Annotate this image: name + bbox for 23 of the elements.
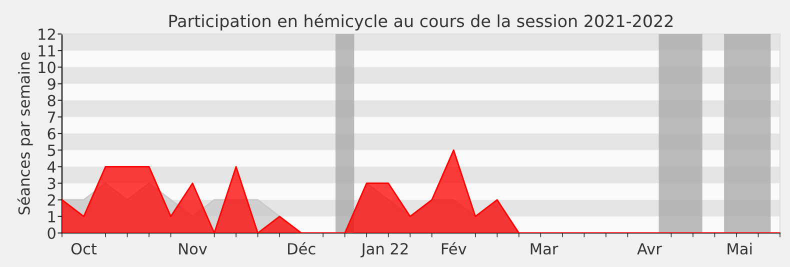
y-tick-label: 4 xyxy=(47,161,56,172)
y-tick-label: 2 xyxy=(48,194,55,206)
y-tick-label: 6 xyxy=(48,128,56,140)
x-tick-label: Déc xyxy=(288,242,316,255)
y-tick-label: 5 xyxy=(48,144,56,156)
y-tick-label: 10 xyxy=(38,62,56,74)
x-tick-label: Nov xyxy=(179,243,207,255)
y-tick-label: 7 xyxy=(48,112,56,123)
x-tick-label: Jan 22 xyxy=(360,242,408,258)
y-tick-label: 1 xyxy=(48,211,56,222)
x-tick-label: Avr xyxy=(637,243,662,254)
x-tick-label: Mar xyxy=(530,243,558,255)
y-tick-label: 8 xyxy=(48,94,56,106)
x-tick-label: Oct xyxy=(71,242,97,255)
y-tick-label: 3 xyxy=(48,178,56,190)
x-tick-label: Fév xyxy=(442,242,466,255)
y-axis-title: Séances par semaine xyxy=(17,52,33,214)
y-tick-label: 12 xyxy=(38,28,55,40)
y-tick-label: 0 xyxy=(48,227,56,240)
y-tick-label: 11 xyxy=(38,45,56,56)
x-tick-label: Mai xyxy=(728,242,752,255)
y-tick-label: 9 xyxy=(48,78,56,90)
chart-title: Participation en hémicycle au cours de la session 2021-2022 xyxy=(169,14,673,31)
